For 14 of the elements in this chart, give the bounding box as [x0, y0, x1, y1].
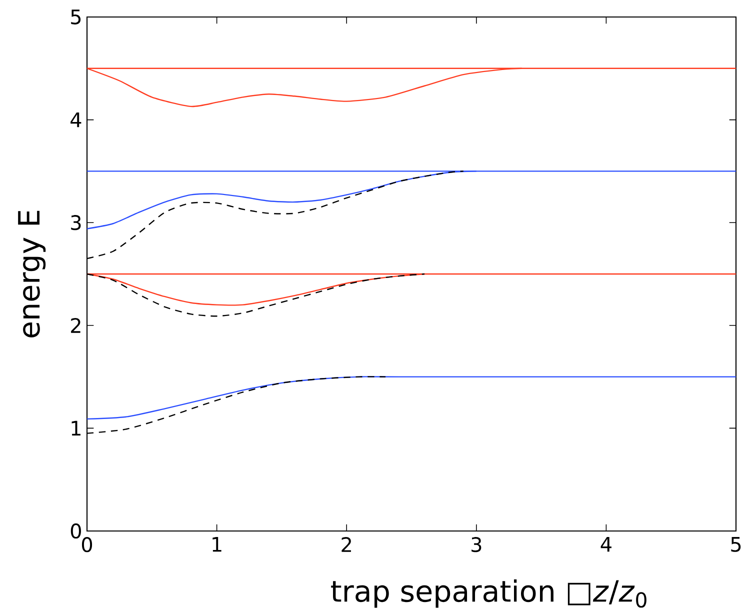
x-tick-label: 0	[82, 537, 92, 552]
x-tick-label: 4	[600, 537, 612, 552]
x-tick-label: 3	[472, 537, 482, 552]
y-tick-label: 4	[70, 112, 82, 128]
y-tick-label: 2	[71, 318, 80, 333]
x-tick-label: 2	[342, 537, 351, 552]
y-axis-title: energy E	[18, 210, 46, 338]
x-axis-title: trap separation □z/z$_{0}$	[331, 579, 646, 608]
y-tick-label: 1	[72, 420, 80, 436]
y-tick-label: 0	[70, 523, 81, 539]
x-tick-label: 1	[212, 537, 222, 552]
x-tick-label: 5	[731, 537, 741, 552]
y-tick-label: 5	[71, 10, 81, 24]
y-tick-label: 3	[71, 215, 81, 230]
